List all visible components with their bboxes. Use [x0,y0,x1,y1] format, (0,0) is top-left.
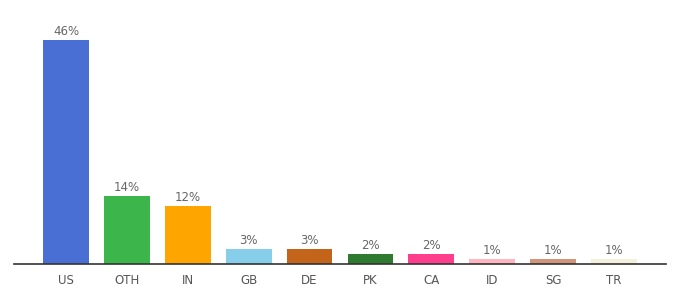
Text: 1%: 1% [483,244,501,257]
Text: 14%: 14% [114,181,140,194]
Bar [44,40,89,264]
Bar [165,206,211,264]
Bar [409,254,454,264]
Bar [347,254,393,264]
Bar [469,259,515,264]
Bar [530,259,576,264]
Text: 3%: 3% [239,235,258,248]
Text: 12%: 12% [175,191,201,204]
Bar [226,249,271,264]
Text: 2%: 2% [422,239,441,252]
Text: 1%: 1% [544,244,562,257]
Text: 2%: 2% [361,239,379,252]
Bar [591,259,636,264]
Bar [287,249,333,264]
Bar [104,196,150,264]
Text: 3%: 3% [301,235,319,248]
Text: 46%: 46% [53,26,79,38]
Text: 1%: 1% [605,244,623,257]
